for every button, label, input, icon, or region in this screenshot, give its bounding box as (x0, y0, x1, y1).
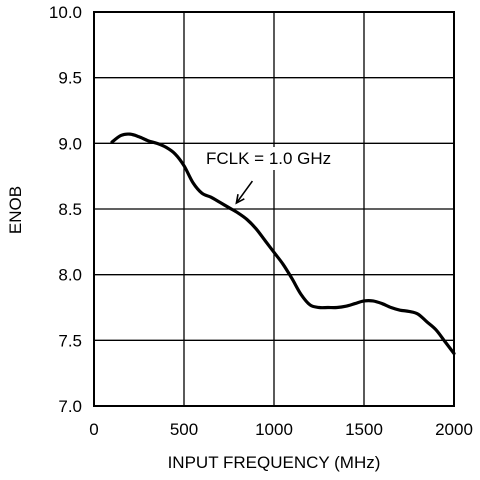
enob-series-line (110, 132, 456, 356)
y-tick-label: 9.0 (58, 134, 82, 153)
y-tick-label: 8.5 (58, 200, 82, 219)
plot-frame (93, 11, 455, 407)
y-tick-label: 8.0 (58, 266, 82, 285)
series-layer (110, 132, 456, 356)
y-tick-label: 7.0 (58, 397, 82, 416)
x-tick-label: 2000 (435, 420, 473, 439)
annotation-label: FCLK = 1.0 GHz (206, 149, 331, 168)
tick-labels: 0 500 1000 1500 2000 7.0 7.5 8.0 8.5 9.0 9.5 10.0 (49, 3, 473, 439)
x-tick-label: 1500 (345, 420, 383, 439)
y-tick-label: 9.5 (58, 69, 82, 88)
x-tick-label: 1000 (255, 420, 293, 439)
annotation-background (202, 147, 336, 170)
annotation: FCLK = 1.0 GHz (202, 147, 336, 205)
annotation-arrow (235, 180, 254, 205)
x-tick-label: 0 (89, 420, 98, 439)
y-axis-label: ENOB (6, 186, 25, 234)
x-tick-label: 500 (170, 420, 198, 439)
y-tick-label: 7.5 (58, 331, 82, 350)
x-axis-label: INPUT FREQUENCY (MHz) (168, 453, 381, 472)
y-tick-label: 10.0 (49, 3, 82, 22)
grid (94, 12, 454, 406)
